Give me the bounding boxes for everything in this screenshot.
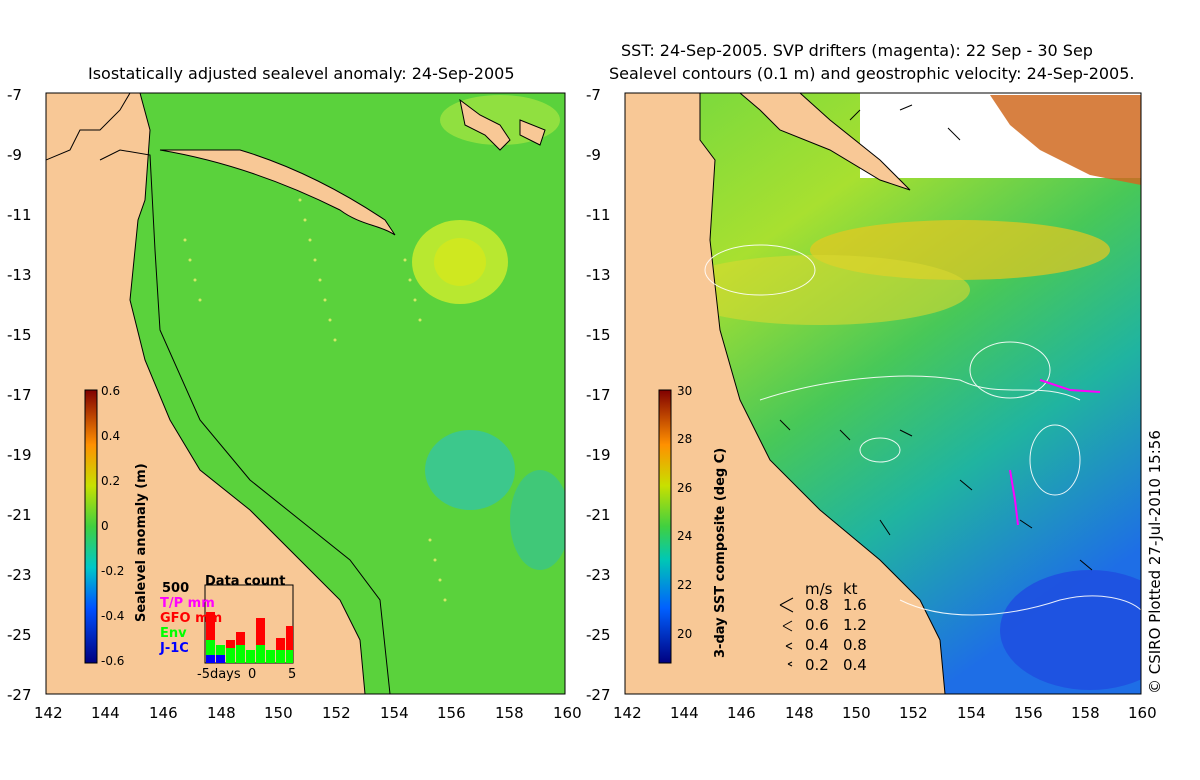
x-tick-label: 152 xyxy=(322,704,351,722)
x-tick-label: 158 xyxy=(1071,704,1100,722)
data-count-chart xyxy=(204,584,294,664)
x-tick-label: 144 xyxy=(670,704,699,722)
velocity-kt: 1.2 xyxy=(843,616,867,634)
data-count-x-tick: -5days xyxy=(197,667,241,682)
new-guinea-tail-left xyxy=(159,149,396,236)
colorbar-tick-label: 0.2 xyxy=(101,474,121,488)
x-tick-label: 154 xyxy=(957,704,986,722)
velocity-ms: 0.6 xyxy=(805,616,829,634)
x-tick-label: 154 xyxy=(380,704,409,722)
x-tick-label: 148 xyxy=(207,704,236,722)
x-tick-label: 156 xyxy=(1014,704,1043,722)
x-tick-label: 152 xyxy=(899,704,928,722)
anomaly-low-blob xyxy=(425,430,515,510)
x-tick-label: 150 xyxy=(264,704,293,722)
colorbar-tick-label: 30 xyxy=(677,384,693,398)
velocity-ms: 0.8 xyxy=(805,596,829,614)
x-tick-label: 146 xyxy=(149,704,178,722)
anomaly-colorbar-label: Sealevel anomaly (m) xyxy=(134,463,149,622)
x-tick-label: 150 xyxy=(842,704,871,722)
right-map-area xyxy=(625,93,1141,694)
x-tick-label: 156 xyxy=(437,704,466,722)
y-tick-label: -19 xyxy=(586,446,611,464)
y-tick-label: -17 xyxy=(586,386,611,404)
colorbar-tick-label: 0.4 xyxy=(101,429,121,443)
x-tick-label: 148 xyxy=(785,704,814,722)
y-tick-label: -23 xyxy=(586,566,611,584)
y-tick-label: -7 xyxy=(7,86,22,104)
x-tick-label: 158 xyxy=(495,704,524,722)
y-tick-label: -27 xyxy=(586,686,611,704)
y-tick-label: -15 xyxy=(7,326,32,344)
x-tick-label: 142 xyxy=(34,704,63,722)
colorbar-tick-label: 0 xyxy=(101,519,109,533)
y-tick-label: -7 xyxy=(586,86,601,104)
x-tick-label: 146 xyxy=(727,704,756,722)
y-tick-label: -9 xyxy=(7,146,22,164)
data-count-y-tick: 500 xyxy=(162,581,190,596)
x-tick-label: 160 xyxy=(553,704,582,722)
anomaly-colorbar xyxy=(84,389,98,664)
geostrophic-velocity-arrows xyxy=(779,104,1093,571)
velocity-ms: 0.2 xyxy=(805,656,829,674)
x-tick-label: 142 xyxy=(613,704,642,722)
velocity-header-kt: kt xyxy=(843,580,858,598)
colorbar-tick-label: 20 xyxy=(677,627,693,641)
right-panel-title-line1: SST: 24-Sep-2005. SVP drifters (magenta)… xyxy=(621,41,1093,60)
colorbar-tick-label: 22 xyxy=(677,578,693,592)
data-count-title: Data count xyxy=(205,574,286,589)
credit-text: © CSIRO Plotted 27-Jul-2010 15:56 xyxy=(1146,430,1164,694)
velocity-ms: 0.4 xyxy=(805,636,829,654)
y-tick-label: -27 xyxy=(7,686,32,704)
y-tick-label: -13 xyxy=(586,266,611,284)
legend-gfo: GFO mm xyxy=(160,611,223,626)
colorbar-tick-label: -0.2 xyxy=(101,564,125,578)
sst-colorbar xyxy=(658,389,672,664)
velocity-kt: 0.8 xyxy=(843,636,867,654)
legend-j1c: J-1C xyxy=(160,641,189,656)
australia-land-left xyxy=(46,93,366,694)
y-tick-label: -11 xyxy=(586,206,611,224)
y-tick-label: -13 xyxy=(7,266,32,284)
x-tick-label: 144 xyxy=(91,704,120,722)
y-tick-label: -21 xyxy=(7,506,32,524)
velocity-legend-arrows xyxy=(779,597,794,667)
right-panel-title-line2: Sealevel contours (0.1 m) and geostrophi… xyxy=(609,64,1135,83)
y-tick-label: -25 xyxy=(7,626,32,644)
data-count-x-tick: 0 xyxy=(248,667,257,682)
y-tick-label: -19 xyxy=(7,446,32,464)
colorbar-tick-label: 24 xyxy=(677,529,693,543)
sst-colorbar-label: 3-day SST composite (deg C) xyxy=(713,447,728,658)
velocity-kt: 0.4 xyxy=(843,656,867,674)
new-guinea-tail-right xyxy=(739,93,911,191)
colorbar-tick-label: 0.6 xyxy=(101,384,121,398)
legend-env: Env xyxy=(160,626,187,641)
y-tick-label: -21 xyxy=(586,506,611,524)
legend-tp: T/P mm xyxy=(160,596,215,611)
y-tick-label: -9 xyxy=(586,146,601,164)
y-tick-label: -17 xyxy=(7,386,32,404)
x-tick-label: 160 xyxy=(1128,704,1157,722)
colorbar-tick-label: 26 xyxy=(677,481,693,495)
data-count-x-tick: 5 xyxy=(288,667,297,682)
left-panel-title: Isostatically adjusted sealevel anomaly:… xyxy=(88,64,515,83)
colorbar-tick-label: -0.4 xyxy=(101,609,125,623)
colorbar-tick-label: -0.6 xyxy=(101,654,125,668)
data-count-bars xyxy=(206,612,293,663)
y-tick-label: -11 xyxy=(7,206,32,224)
colorbar-tick-label: 28 xyxy=(677,432,693,446)
australia-land-right xyxy=(625,93,946,694)
left-map-area xyxy=(46,93,565,694)
warm-sst-patch xyxy=(990,95,1141,185)
y-tick-label: -25 xyxy=(586,626,611,644)
y-tick-label: -23 xyxy=(7,566,32,584)
svp-drifter-tracks xyxy=(1009,379,1101,526)
velocity-header-ms: m/s xyxy=(805,580,833,598)
y-tick-label: -15 xyxy=(586,326,611,344)
velocity-kt: 1.6 xyxy=(843,596,867,614)
